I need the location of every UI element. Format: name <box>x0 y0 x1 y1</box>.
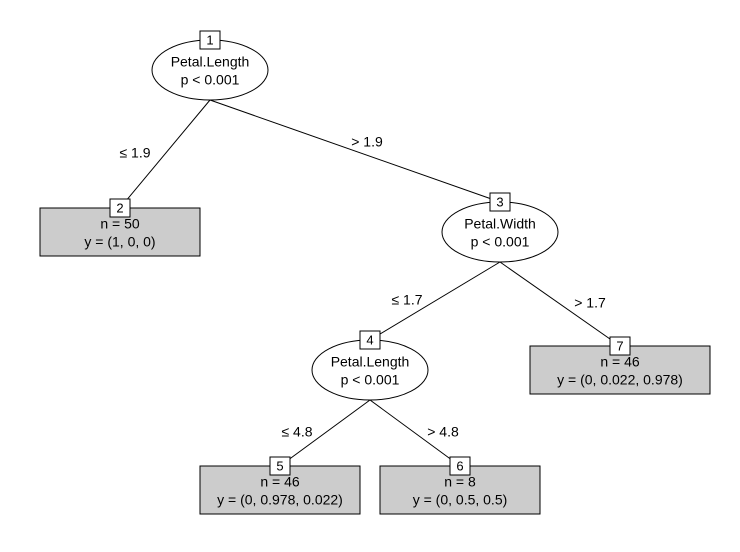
leaf-node-7: 7n = 46 y = (0, 0.022, 0.978) <box>530 337 710 394</box>
node-id-label-7: 7 <box>616 338 623 353</box>
nodes-layer: 1 Petal.Length p < 0.001 2n = 50 y = (1, 0, … <box>40 31 710 514</box>
leaf-node-2: 2n = 50 y = (1, 0, 0) <box>40 199 200 256</box>
node-id-label-5: 5 <box>276 458 283 473</box>
edge-1-3 <box>210 100 500 202</box>
node-id-label-6: 6 <box>456 458 463 473</box>
node-line2-4: p < 0.001 <box>341 372 400 388</box>
decision-tree-diagram: 1 Petal.Length p < 0.001 2n = 50 y = (1, 0, … <box>0 0 740 552</box>
node-line1-1: Petal.Length <box>171 54 250 70</box>
inner-node-3: 3 Petal.Width p < 0.001 <box>442 193 558 262</box>
leaf-node-6: 6n = 8 y = (0, 0.5, 0.5) <box>380 457 540 514</box>
inner-node-1: 1 Petal.Length p < 0.001 <box>152 31 268 100</box>
node-id-label-2: 2 <box>116 200 123 215</box>
node-line2-1: p < 0.001 <box>181 72 240 88</box>
node-line1-3: Petal.Width <box>464 216 536 232</box>
node-line1-5: n = 46 <box>260 474 300 490</box>
inner-node-4: 4 Petal.Length p < 0.001 <box>312 331 428 400</box>
node-id-label-1: 1 <box>206 32 213 47</box>
edge-label-1-2: ≤ 1.9 <box>119 145 150 161</box>
node-line1-7: n = 46 <box>600 354 640 370</box>
edge-label-4-5: ≤ 4.8 <box>281 424 312 440</box>
node-line2-5: y = (0, 0.978, 0.022) <box>217 492 343 508</box>
node-line1-2: n = 50 <box>100 216 140 232</box>
edge-label-3-4: ≤ 1.7 <box>391 292 422 308</box>
node-line2-2: y = (1, 0, 0) <box>84 234 155 250</box>
node-line1-4: Petal.Length <box>331 354 410 370</box>
node-line1-6: n = 8 <box>444 474 476 490</box>
edge-3-4 <box>370 262 500 340</box>
leaf-node-5: 5n = 46 y = (0, 0.978, 0.022) <box>200 457 360 514</box>
edge-label-3-7: > 1.7 <box>574 295 606 311</box>
edge-label-4-6: > 4.8 <box>427 424 459 440</box>
node-line2-6: y = (0, 0.5, 0.5) <box>413 492 508 508</box>
node-line2-7: y = (0, 0.022, 0.978) <box>557 372 683 388</box>
edge-label-1-3: > 1.9 <box>351 134 383 150</box>
node-id-label-3: 3 <box>496 194 503 209</box>
node-id-label-4: 4 <box>366 332 373 347</box>
node-line2-3: p < 0.001 <box>471 234 530 250</box>
edges-layer <box>120 100 620 466</box>
